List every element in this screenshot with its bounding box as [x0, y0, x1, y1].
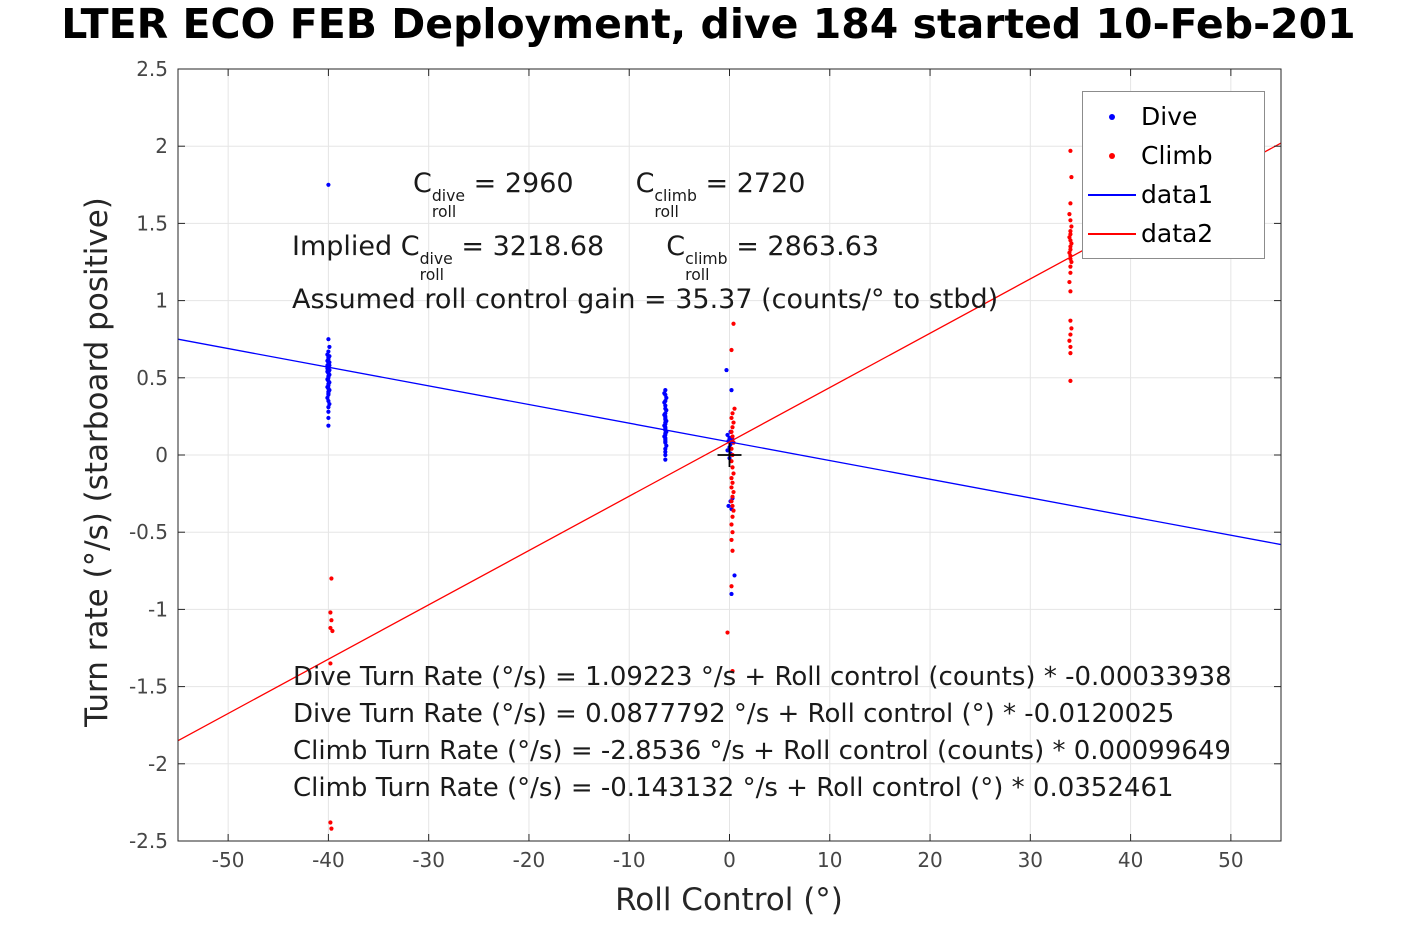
croll-sup: dive	[431, 185, 466, 205]
x-tick-label: -40	[312, 848, 345, 872]
x-tick-label: -10	[613, 848, 646, 872]
data1-line-icon	[1083, 193, 1141, 196]
y-tick-label: -2.5	[129, 829, 168, 853]
y-tick-label: -1	[148, 597, 168, 621]
gain-annotation: Assumed roll control gain = 35.37 (count…	[292, 284, 999, 315]
legend-label-climb: Climb	[1141, 141, 1213, 170]
figure-title: LTER ECO FEB Deployment, dive 184 starte…	[61, 0, 1356, 48]
climb-counts-equation: Climb Turn Rate (°/s) = -2.8536 °/s + Ro…	[293, 736, 1231, 766]
dive-degrees-equation: Dive Turn Rate (°/s) = 0.0877792 °/s + R…	[293, 699, 1175, 729]
line-swatch-icon	[1088, 193, 1136, 196]
y-tick-label: -2	[148, 752, 168, 776]
x-tick-label: -20	[513, 848, 546, 872]
x-tick-label: 0	[723, 848, 736, 872]
legend-label-data2: data2	[1141, 219, 1214, 248]
legend-item-dive: Dive	[1083, 97, 1264, 136]
x-tick-label: 30	[1018, 848, 1043, 872]
y-axis-label: Turn rate (°/s) (starboard positive)	[79, 197, 115, 727]
croll-sub: roll	[431, 202, 457, 222]
x-tick-label: 50	[1218, 848, 1243, 872]
regression-equations: Dive Turn Rate (°/s) = 1.09223 °/s + Rol…	[293, 659, 1281, 807]
x-tick-label: -30	[412, 848, 445, 872]
y-tick-label: 1	[155, 289, 168, 313]
y-tick-label: 2	[155, 134, 168, 158]
line-swatch-icon	[1088, 232, 1136, 235]
legend-item-data2: data2	[1083, 214, 1264, 253]
legend-label-dive: Dive	[1141, 102, 1198, 131]
tick-labels: -50 -40 -30 -20 -10 0 10 20 30 40 50-2.5-2-1.5-1-0…	[129, 57, 1244, 872]
y-tick-label: 2.5	[136, 57, 168, 81]
climb-dot-icon	[1083, 152, 1141, 159]
y-tick-label: 1.5	[136, 211, 168, 235]
legend-label-data1: data1	[1141, 180, 1214, 209]
x-axis-label: Roll Control (°)	[615, 882, 843, 918]
x-tick-label: 10	[817, 848, 842, 872]
axes-box	[177, 68, 1282, 842]
x-tick-label: -50	[212, 848, 245, 872]
implied-prefix: Implied	[292, 231, 401, 262]
y-tick-label: 0.5	[136, 366, 168, 390]
y-tick-label: 0	[155, 443, 168, 467]
x-tick-label: 40	[1118, 848, 1143, 872]
scatter-climb	[328, 148, 1074, 831]
legend-item-climb: Climb	[1083, 136, 1264, 175]
croll-sub: roll	[654, 202, 679, 222]
dot-icon	[1109, 113, 1115, 120]
dive-counts-equation: Dive Turn Rate (°/s) = 1.09223 °/s + Rol…	[293, 662, 1232, 692]
dive-dot-icon	[1083, 113, 1141, 120]
dot-icon	[1109, 152, 1115, 159]
legend-item-data1: data1	[1083, 175, 1264, 214]
legend: Dive Climb data1 data2	[1082, 91, 1265, 259]
x-tick-label: 20	[917, 848, 942, 872]
climb-degrees-equation: Climb Turn Rate (°/s) = -0.143132 °/s + …	[293, 773, 1174, 803]
data2-line-icon	[1083, 232, 1141, 235]
y-tick-label: -1.5	[129, 675, 168, 699]
origin-plus-marker	[717, 443, 742, 467]
y-tick-label: -0.5	[129, 520, 168, 544]
croll-sup: climb	[654, 185, 697, 205]
